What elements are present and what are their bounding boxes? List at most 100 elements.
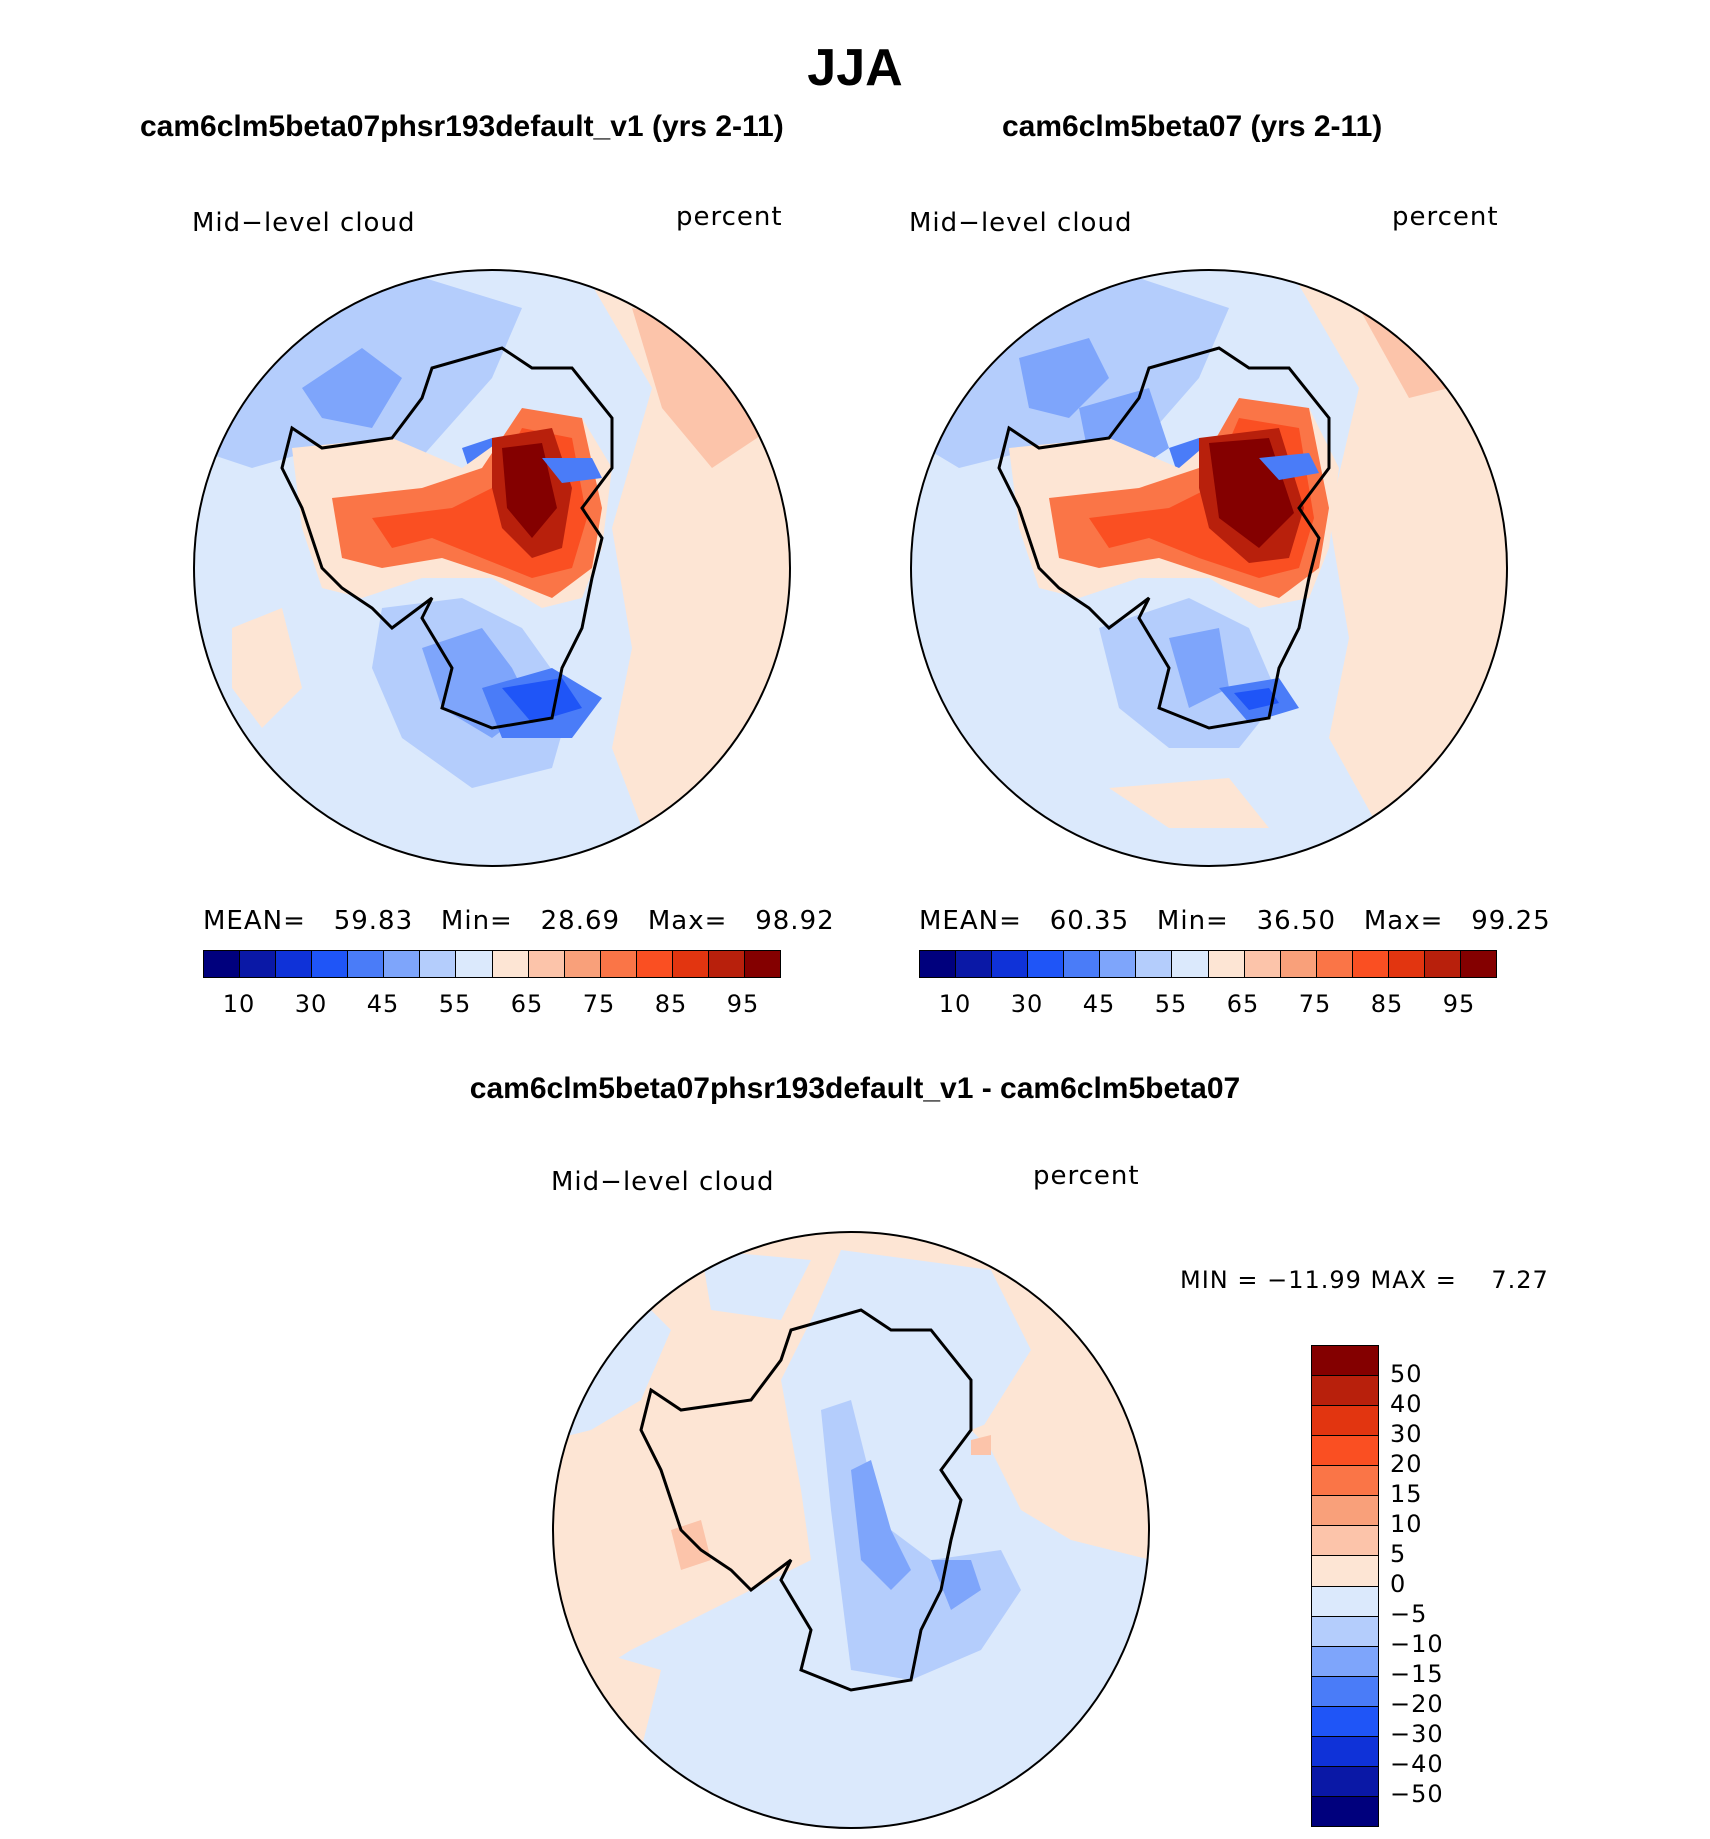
colorbar-swatch: [240, 951, 277, 977]
colorbar-tick-label: 40: [1390, 1390, 1423, 1418]
colorbar-tick-label: 85: [1370, 990, 1404, 1018]
colorbar-tick-label: 10: [938, 990, 972, 1018]
colorbar-swatch: [636, 951, 673, 977]
colorbar-swatch: [1312, 1496, 1378, 1527]
panel2-case-title: cam6clm5beta07 (yrs 2-11): [1002, 110, 1383, 143]
panel1-mean-value: 59.83: [333, 906, 414, 936]
panel1-max-label: Max=: [647, 906, 728, 936]
colorbar-swatch: [1028, 951, 1065, 977]
colorbar-swatch: [1244, 951, 1281, 977]
colorbar-tick-label: 85: [654, 990, 688, 1018]
colorbar-swatch: [1312, 1706, 1378, 1737]
colorbar-swatch: [1280, 951, 1317, 977]
panel1-mean-label: MEAN=: [203, 906, 306, 936]
colorbar-tick-label: 55: [1154, 990, 1188, 1018]
colorbar-tick-label: 50: [1390, 1360, 1423, 1388]
colorbar-swatch: [456, 951, 493, 977]
panel2-stats: MEAN= 60.35 Min= 36.50 Max= 99.25: [919, 906, 1551, 936]
colorbar-tick-label: −10: [1390, 1630, 1444, 1658]
colorbar-swatch: [204, 951, 241, 977]
colorbar-swatch: [1312, 1586, 1378, 1617]
diff-minmax: MIN = −11.99 MAX = 7.27: [1180, 1266, 1549, 1294]
colorbar-swatch: [276, 951, 313, 977]
colorbar-tick-label: 5: [1390, 1540, 1407, 1568]
colorbar-swatch: [564, 951, 601, 977]
diff-polar-map: [552, 1231, 1150, 1829]
colorbar-tick-label: −15: [1390, 1660, 1444, 1688]
colorbar-tick-label: −30: [1390, 1720, 1444, 1748]
colorbar-swatch: [920, 951, 957, 977]
colorbar-swatch: [1312, 1406, 1378, 1437]
colorbar-swatch: [1388, 951, 1425, 977]
panel1-min-value: 28.69: [540, 906, 621, 936]
colorbar-swatch: [420, 951, 457, 977]
colorbar-swatch: [1312, 1346, 1378, 1377]
colorbar-swatch: [1208, 951, 1245, 977]
colorbar-swatch: [672, 951, 709, 977]
panel2-max-label: Max=: [1363, 906, 1444, 936]
panel1-units: percent: [676, 202, 783, 232]
colorbar-swatch: [1316, 951, 1353, 977]
colorbar-swatch: [1312, 1736, 1378, 1767]
panel1-colorbar: [203, 950, 781, 978]
colorbar-tick-label: 95: [726, 990, 760, 1018]
panel2-mean-label: MEAN=: [919, 906, 1022, 936]
colorbar-swatch: [600, 951, 637, 977]
colorbar-swatch: [1312, 1766, 1378, 1797]
panel2-max-value: 99.25: [1471, 906, 1551, 936]
colorbar-tick-label: 55: [438, 990, 472, 1018]
colorbar-swatch: [348, 951, 385, 977]
colorbar-swatch: [1312, 1376, 1378, 1407]
panel1-min-label: Min=: [440, 906, 513, 936]
diff-colorbar: [1311, 1345, 1379, 1827]
colorbar-tick-label: 30: [1390, 1420, 1423, 1448]
diff-colorbar-labels: 50 40 30 20 15 10 5 0 −5 −10 −15 −20 −30 −40 −50: [1390, 1345, 1510, 1825]
panel2-min-label: Min=: [1156, 906, 1229, 936]
colorbar-swatch: [1312, 1556, 1378, 1587]
panel1-case-title: cam6clm5beta07phsr193default_v1 (yrs 2-1…: [140, 110, 784, 143]
colorbar-swatch: [1352, 951, 1389, 977]
colorbar-swatch: [1460, 951, 1496, 977]
diff-case-title: cam6clm5beta07phsr193default_v1 - cam6cl…: [469, 1072, 1241, 1105]
colorbar-tick-label: 65: [1226, 990, 1260, 1018]
colorbar-swatch: [312, 951, 349, 977]
colorbar-tick-label: 10: [1390, 1510, 1423, 1538]
colorbar-swatch: [992, 951, 1029, 977]
diff-variable: Mid−level cloud: [551, 1167, 775, 1197]
colorbar-tick-label: 95: [1442, 990, 1476, 1018]
colorbar-swatch: [1312, 1436, 1378, 1467]
colorbar-tick-label: −5: [1390, 1600, 1428, 1628]
colorbar-swatch: [708, 951, 745, 977]
panel2-colorbar-labels: 10 30 45 55 65 75 85 95: [919, 990, 1495, 1022]
panel1-max-value: 98.92: [755, 906, 835, 936]
colorbar-tick-label: 0: [1390, 1570, 1407, 1598]
panel1-stats: MEAN= 59.83 Min= 28.69 Max= 98.92: [203, 906, 835, 936]
colorbar-tick-label: 15: [1390, 1480, 1423, 1508]
panel2-colorbar: [919, 950, 1497, 978]
colorbar-swatch: [384, 951, 421, 977]
colorbar-swatch: [1064, 951, 1101, 977]
colorbar-swatch: [1312, 1796, 1378, 1826]
diff-units: percent: [1033, 1161, 1140, 1191]
colorbar-tick-label: −40: [1390, 1750, 1444, 1778]
colorbar-tick-label: 75: [582, 990, 616, 1018]
colorbar-swatch: [1312, 1616, 1378, 1647]
panel2-mean-value: 60.35: [1049, 906, 1130, 936]
colorbar-swatch: [956, 951, 993, 977]
colorbar-swatch: [492, 951, 529, 977]
colorbar-tick-label: −20: [1390, 1690, 1444, 1718]
colorbar-tick-label: 45: [1082, 990, 1116, 1018]
panel1-polar-map: [193, 269, 791, 867]
colorbar-swatch: [1100, 951, 1137, 977]
colorbar-swatch: [1312, 1646, 1378, 1677]
panel2-units: percent: [1392, 202, 1499, 232]
panel2-min-value: 36.50: [1256, 906, 1337, 936]
panel2-polar-map: [910, 269, 1508, 867]
colorbar-tick-label: 20: [1390, 1450, 1423, 1478]
colorbar-swatch: [1312, 1526, 1378, 1557]
colorbar-swatch: [1312, 1676, 1378, 1707]
colorbar-swatch: [744, 951, 780, 977]
colorbar-swatch: [1136, 951, 1173, 977]
page-title: JJA: [807, 39, 903, 97]
colorbar-tick-label: 65: [510, 990, 544, 1018]
